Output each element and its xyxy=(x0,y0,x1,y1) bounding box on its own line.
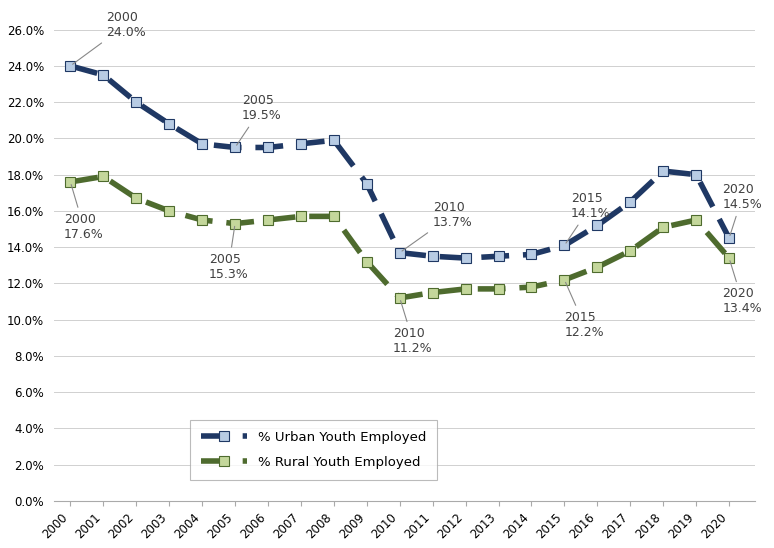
% Urban Youth Employed xyxy=(593,222,602,229)
Text: 2010
11.2%: 2010 11.2% xyxy=(393,301,433,355)
Text: 2000
24.0%: 2000 24.0% xyxy=(73,11,146,64)
% Rural Youth Employed xyxy=(461,286,471,292)
Text: 2020
13.4%: 2020 13.4% xyxy=(723,261,762,315)
Text: 2005
19.5%: 2005 19.5% xyxy=(237,94,282,145)
% Urban Youth Employed xyxy=(560,242,569,249)
% Rural Youth Employed xyxy=(165,208,174,214)
% Urban Youth Employed xyxy=(132,99,141,105)
% Rural Youth Employed xyxy=(263,216,272,223)
% Rural Youth Employed xyxy=(560,277,569,283)
% Urban Youth Employed xyxy=(66,62,75,69)
Text: 2015
14.1%: 2015 14.1% xyxy=(566,192,611,243)
% Urban Youth Employed xyxy=(494,253,503,260)
% Urban Youth Employed xyxy=(263,144,272,151)
% Urban Youth Employed xyxy=(296,141,306,147)
% Rural Youth Employed xyxy=(527,284,536,290)
% Rural Youth Employed xyxy=(329,213,338,220)
% Urban Youth Employed xyxy=(461,255,471,261)
Legend: % Urban Youth Employed, % Rural Youth Employed: % Urban Youth Employed, % Rural Youth Em… xyxy=(190,420,437,480)
% Rural Youth Employed xyxy=(66,179,75,185)
% Urban Youth Employed xyxy=(197,141,207,147)
% Urban Youth Employed xyxy=(659,168,668,174)
% Urban Youth Employed xyxy=(362,180,372,187)
Text: 2020
14.5%: 2020 14.5% xyxy=(723,183,762,236)
% Urban Youth Employed xyxy=(428,253,437,260)
Text: 2005
15.3%: 2005 15.3% xyxy=(209,226,248,281)
% Urban Youth Employed xyxy=(691,172,700,178)
% Rural Youth Employed xyxy=(395,295,404,301)
% Urban Youth Employed xyxy=(165,121,174,127)
Text: 2010
13.7%: 2010 13.7% xyxy=(402,201,472,251)
% Rural Youth Employed xyxy=(593,264,602,270)
Text: 2000
17.6%: 2000 17.6% xyxy=(63,185,104,241)
% Urban Youth Employed xyxy=(231,144,240,151)
Line: % Urban Youth Employed: % Urban Youth Employed xyxy=(66,61,734,263)
Line: % Rural Youth Employed: % Rural Youth Employed xyxy=(66,172,734,303)
% Rural Youth Employed xyxy=(659,224,668,231)
% Rural Youth Employed xyxy=(494,286,503,292)
% Urban Youth Employed xyxy=(625,198,635,205)
% Rural Youth Employed xyxy=(98,173,108,180)
% Urban Youth Employed xyxy=(98,72,108,78)
% Rural Youth Employed xyxy=(428,289,437,296)
% Urban Youth Employed xyxy=(527,251,536,258)
Text: 2015
12.2%: 2015 12.2% xyxy=(564,282,604,339)
% Rural Youth Employed xyxy=(362,259,372,265)
% Rural Youth Employed xyxy=(691,216,700,223)
% Rural Youth Employed xyxy=(197,216,207,223)
% Rural Youth Employed xyxy=(132,195,141,202)
% Rural Youth Employed xyxy=(724,255,734,261)
% Urban Youth Employed xyxy=(395,249,404,256)
% Urban Youth Employed xyxy=(329,137,338,144)
% Rural Youth Employed xyxy=(296,213,306,220)
% Rural Youth Employed xyxy=(625,248,635,254)
% Rural Youth Employed xyxy=(231,220,240,227)
% Urban Youth Employed xyxy=(724,235,734,242)
